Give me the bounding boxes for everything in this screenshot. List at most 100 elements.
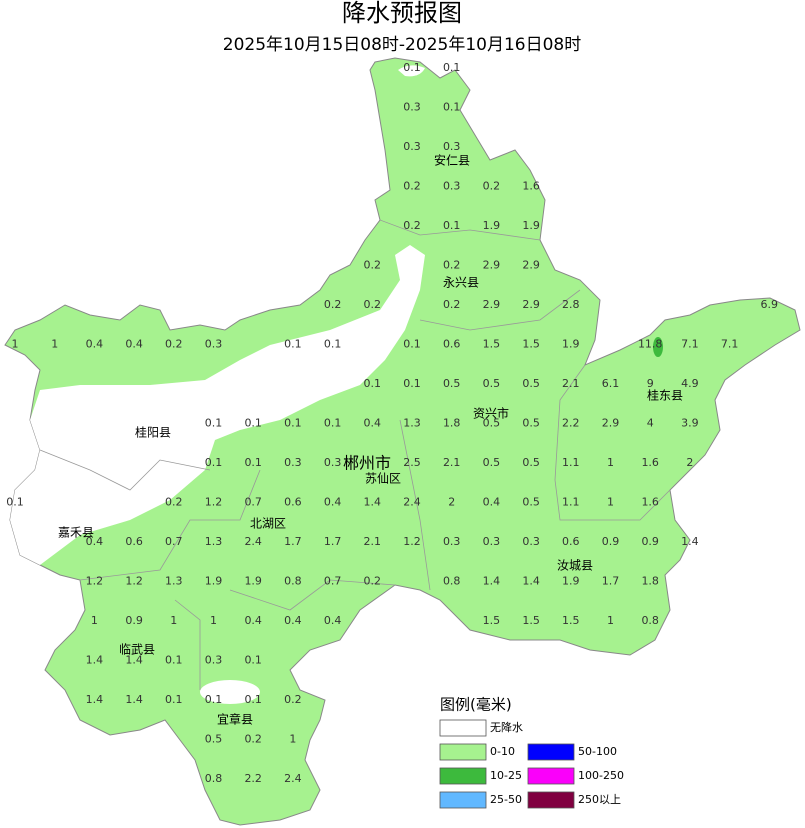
- station-value: 2.9: [522, 298, 540, 311]
- station-value: 0.3: [483, 535, 501, 548]
- station-value: 0.1: [205, 417, 223, 430]
- station-value: 0.9: [602, 535, 620, 548]
- station-value: 0.1: [364, 377, 382, 390]
- station-value: 1.2: [403, 535, 421, 548]
- station-value: 0.1: [443, 101, 461, 114]
- legend-swatch: [527, 791, 575, 809]
- station-value: 0.1: [324, 338, 342, 351]
- station-value: 1: [51, 338, 58, 351]
- station-value: 0.1: [324, 417, 342, 430]
- station-value: 0.1: [205, 456, 223, 469]
- place-label: 安仁县: [434, 153, 470, 168]
- station-value: 0.5: [483, 377, 501, 390]
- station-value: 2.2: [562, 417, 580, 430]
- station-value: 0.1: [443, 219, 461, 232]
- station-value: 0.1: [284, 338, 302, 351]
- legend-swatch: [439, 791, 487, 809]
- station-value: 0.3: [205, 654, 223, 667]
- station-value: 0.2: [284, 693, 302, 706]
- station-value: 0.6: [125, 535, 143, 548]
- station-value: 1.5: [483, 614, 501, 627]
- station-value: 0.2: [364, 575, 382, 588]
- station-value: 0.5: [522, 417, 540, 430]
- station-value: 0.1: [403, 377, 421, 390]
- station-value: 1: [91, 614, 98, 627]
- station-value: 0.8: [641, 614, 659, 627]
- station-value: 0.1: [165, 693, 183, 706]
- station-value: 0.1: [244, 417, 262, 430]
- station-value: 0.2: [364, 298, 382, 311]
- station-value: 0.1: [403, 338, 421, 351]
- station-value: 0.8: [205, 772, 223, 785]
- station-value: 2.4: [403, 496, 421, 509]
- station-value: 1.4: [483, 575, 501, 588]
- station-value: 0.2: [483, 180, 501, 193]
- station-value: 1.5: [522, 338, 540, 351]
- place-label: 嘉禾县: [58, 526, 94, 540]
- station-value: 0.5: [443, 377, 461, 390]
- place-label: 桂阳县: [135, 425, 171, 440]
- legend-label: 10-25: [490, 769, 522, 782]
- station-value: 1.9: [562, 575, 580, 588]
- station-value: 1.9: [483, 219, 501, 232]
- station-value: 0.4: [86, 535, 104, 548]
- station-value: 1.7: [284, 535, 302, 548]
- station-value: 1: [210, 614, 217, 627]
- station-value: 2.4: [284, 772, 302, 785]
- map-title: 降水预报图: [342, 0, 462, 27]
- place-label: 北湖区: [250, 516, 286, 531]
- station-value: 1.4: [522, 575, 540, 588]
- station-value: 0.4: [86, 338, 104, 351]
- station-value: 1: [12, 338, 19, 351]
- region-dry: [200, 680, 260, 704]
- station-value: 4: [647, 417, 654, 430]
- map-subtitle: 2025年10月15日08时-2025年10月16日08时: [223, 35, 581, 55]
- legend-swatch: [527, 767, 575, 785]
- station-value: 0.2: [443, 259, 461, 272]
- station-value: 0.1: [403, 61, 421, 74]
- county-borders: [39, 219, 671, 690]
- station-value: 0.1: [6, 496, 24, 509]
- station-value: 0.2: [443, 298, 461, 311]
- legend-label: 0-10: [490, 745, 515, 758]
- region-rain: [4, 57, 801, 826]
- station-value: 2.1: [443, 456, 461, 469]
- station-value: 0.3: [324, 456, 342, 469]
- station-value: 0.2: [165, 496, 183, 509]
- station-value: 0.1: [284, 417, 302, 430]
- station-value: 0.7: [244, 496, 262, 509]
- place-label: 宜章县: [217, 712, 253, 727]
- station-value: 1.6: [522, 180, 540, 193]
- station-value: 2.5: [403, 456, 421, 469]
- station-value: 0.7: [324, 575, 342, 588]
- station-value: 7.1: [721, 338, 739, 351]
- station-value: 0.3: [443, 140, 461, 153]
- station-value: 4.9: [681, 377, 699, 390]
- station-value: 2: [686, 456, 693, 469]
- station-value: 1.3: [403, 417, 421, 430]
- station-value: 0.1: [165, 654, 183, 667]
- station-value: 2.9: [602, 417, 620, 430]
- station-value: 6.9: [761, 298, 779, 311]
- station-value: 0.2: [244, 733, 262, 746]
- station-value: 0.9: [125, 614, 143, 627]
- station-value: 1.9: [205, 575, 223, 588]
- station-value: 0.8: [284, 575, 302, 588]
- legend-label: 25-50: [490, 793, 522, 806]
- station-value: 0.4: [483, 496, 501, 509]
- station-value: 0.5: [522, 496, 540, 509]
- station-value: 1.2: [125, 575, 143, 588]
- station-value: 0.6: [443, 338, 461, 351]
- station-value: 2.8: [562, 298, 580, 311]
- station-value: 1.4: [681, 535, 699, 548]
- station-value: 0.3: [284, 456, 302, 469]
- station-value: 1.6: [641, 496, 659, 509]
- station-value: 0.5: [522, 377, 540, 390]
- station-value: 0.4: [284, 614, 302, 627]
- station-value: 2.1: [562, 377, 580, 390]
- legend-swatch: [527, 743, 575, 761]
- station-value: 1.8: [641, 575, 659, 588]
- place-label: 永兴县: [443, 276, 479, 290]
- legend-title: 图例(毫米): [440, 696, 512, 714]
